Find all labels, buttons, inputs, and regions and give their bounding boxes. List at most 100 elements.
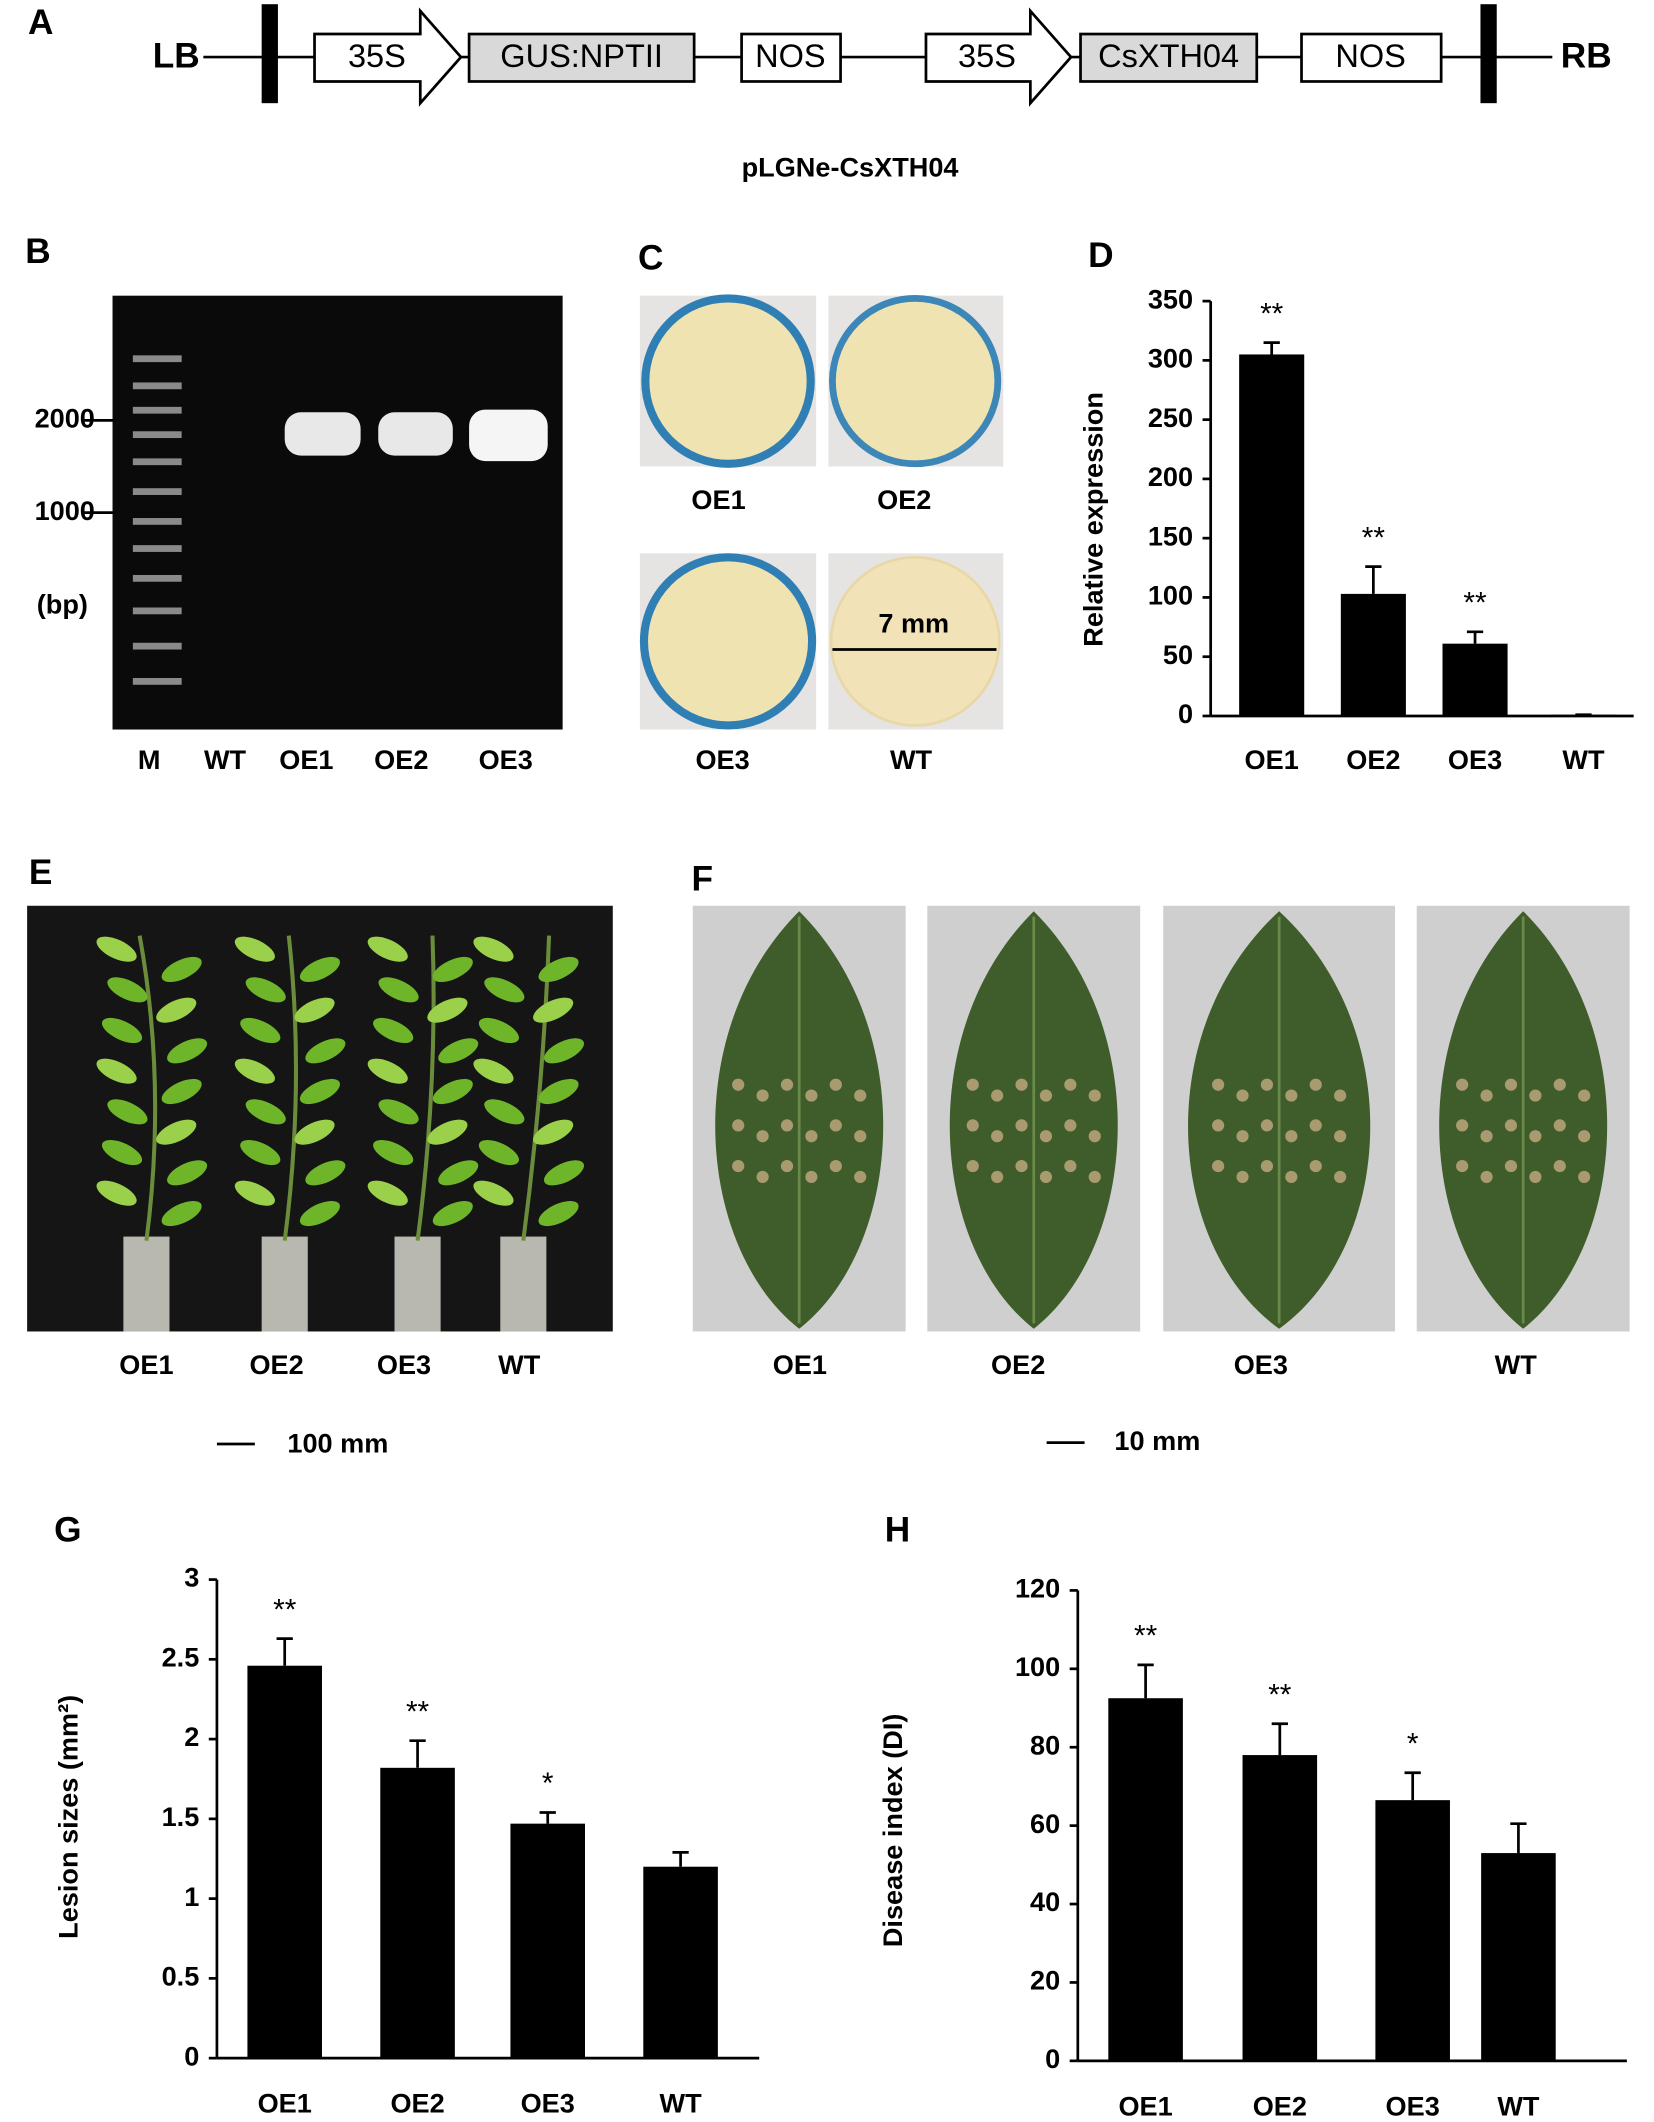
ladder-band [132, 518, 182, 525]
foliage [473, 1058, 514, 1084]
bar [1108, 1698, 1183, 2061]
marker-label: 2000 [35, 403, 95, 434]
foliage [432, 1200, 473, 1227]
panel-label: D [1088, 236, 1113, 275]
foliage [478, 1017, 519, 1044]
gel-band [284, 412, 361, 456]
leaf-panel: F OE1 OE2 OE3 WT 10 mm [692, 860, 1630, 1456]
y-tick-label: 100 [1015, 1651, 1060, 1682]
lesion [1088, 1130, 1101, 1143]
element-label: 35S [958, 38, 1016, 74]
lesion [1504, 1119, 1518, 1132]
error-bar [276, 1637, 293, 1666]
y-tick-label: 0 [184, 2040, 199, 2071]
lesion [991, 1130, 1004, 1143]
lesion [1309, 1078, 1322, 1091]
border-bar [1480, 4, 1497, 104]
lesion [1260, 1078, 1274, 1091]
foliage [161, 1200, 202, 1227]
lesion [805, 1170, 818, 1184]
ladder-band [132, 545, 182, 552]
foliage [533, 1119, 574, 1145]
foliage [478, 1139, 519, 1166]
lane-label: WT [204, 744, 247, 775]
lesion [1015, 1159, 1028, 1173]
y-tick-label: 1.5 [162, 1801, 200, 1832]
significance-label: ** [1463, 587, 1487, 620]
lesion [1212, 1078, 1225, 1091]
leaf-disc [829, 555, 1001, 727]
foliage [234, 936, 275, 962]
lesion [756, 1170, 769, 1184]
leaf-disc [829, 295, 1002, 468]
foliage [538, 956, 579, 983]
x-tick-label: OE1 [1118, 2090, 1172, 2121]
y-tick-label: 1 [184, 1881, 199, 1912]
foliage [245, 977, 286, 1003]
stem [137, 935, 158, 1241]
y-tick-label: 40 [1030, 1886, 1060, 1917]
left-border: LB [153, 37, 200, 76]
foliage [96, 936, 137, 962]
foliage [305, 1038, 346, 1064]
lesion [1212, 1159, 1225, 1173]
foliage [438, 1038, 479, 1064]
foliage [378, 1099, 419, 1125]
foliage [101, 1017, 143, 1044]
scale-label: 10 mm [1114, 1425, 1200, 1456]
lesion [780, 1078, 794, 1091]
x-tick-label: OE2 [1253, 2090, 1307, 2121]
foliage [373, 1139, 414, 1166]
sample-label: WT [498, 1349, 541, 1380]
ladder-band [132, 642, 182, 650]
error-bar [1365, 565, 1382, 594]
lesion [1212, 1119, 1225, 1132]
promoter-arrow [924, 7, 1073, 107]
bar [1239, 354, 1305, 716]
significance-label: * [1407, 1727, 1419, 1760]
stem [282, 935, 299, 1241]
gel-image [112, 295, 563, 730]
lesion [1285, 1170, 1298, 1184]
construct-diagram: A LB RB 35S GUS:NPTII NOS 35S CsXTH04 NO… [28, 3, 1612, 183]
error-bar [1137, 1663, 1154, 1699]
bar [1242, 1755, 1318, 2061]
y-tick-label: 2.5 [162, 1641, 200, 1672]
ladder-band [132, 431, 182, 439]
lesion [732, 1159, 745, 1173]
gene-box [1079, 32, 1259, 83]
significance-label: ** [1268, 1678, 1292, 1711]
element-label: 35S [348, 38, 406, 74]
foliage [543, 1160, 585, 1186]
lesion [1480, 1130, 1493, 1143]
y-axis-label: Disease index (DI) [877, 1714, 908, 1948]
lesion [854, 1089, 867, 1102]
gel-band [469, 409, 548, 462]
gus-panel: C 7 mm OE1 OE2 OE3 WT [638, 239, 1004, 775]
lesion [1334, 1089, 1347, 1102]
foliage [156, 997, 197, 1023]
error-bar [1271, 1722, 1288, 1756]
panel-label: B [25, 232, 50, 271]
bar [1375, 1800, 1450, 2061]
foliage [234, 1058, 275, 1084]
foliage [96, 1058, 137, 1084]
y-axis-label: Relative expression [1078, 392, 1109, 647]
panel-label: A [28, 3, 53, 42]
lesion [1260, 1159, 1274, 1173]
lesion [1309, 1159, 1322, 1173]
x-tick-label: OE1 [1245, 744, 1299, 775]
lesion [805, 1130, 818, 1143]
bar [643, 1866, 718, 2059]
lesion [1088, 1089, 1101, 1102]
element-label: CsXTH04 [1098, 38, 1239, 74]
bar [1442, 643, 1508, 716]
foliage [234, 1180, 275, 1206]
significance-label: ** [1134, 1620, 1158, 1653]
foliage [538, 1200, 579, 1227]
foliage [484, 1099, 525, 1125]
terminator-box [740, 32, 842, 83]
foliage [294, 997, 335, 1023]
